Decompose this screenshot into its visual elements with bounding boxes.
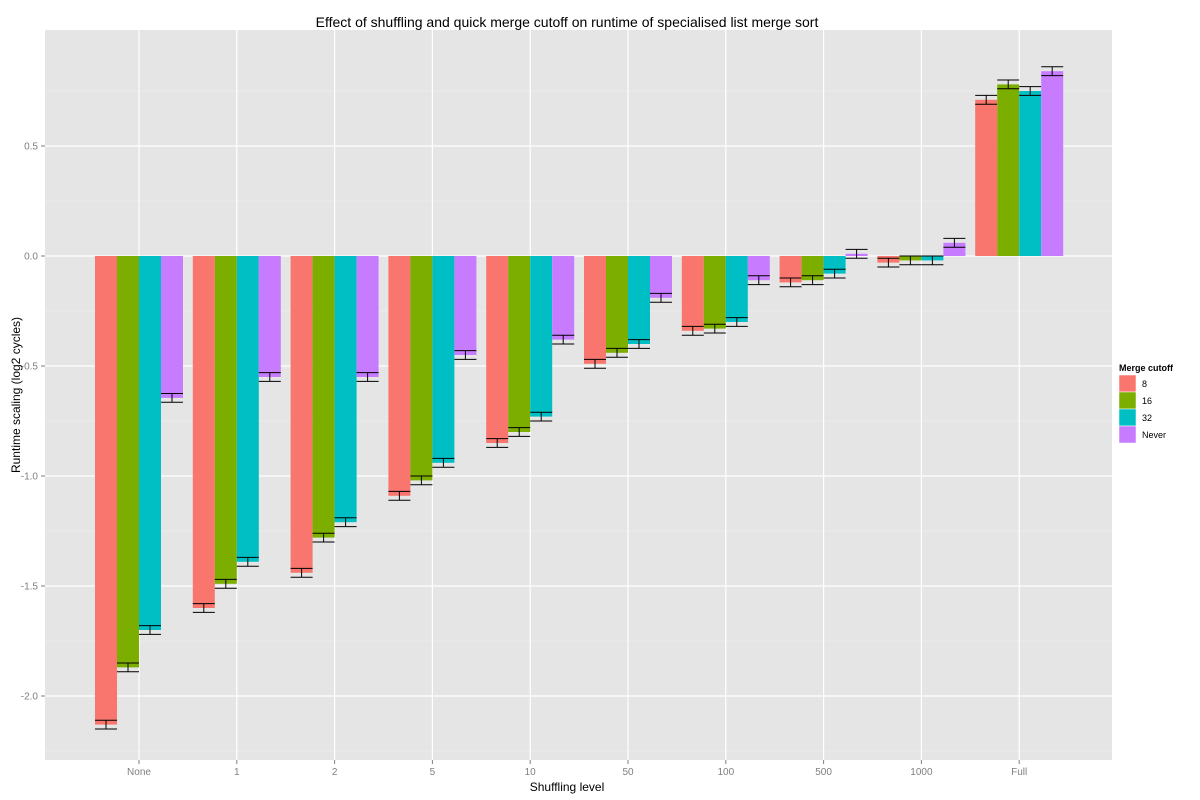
bar-8-5: [388, 256, 411, 496]
bar-8-Full: [975, 99, 998, 256]
bar-8-50: [584, 256, 606, 364]
bar-32-5: [432, 256, 455, 463]
bar-Never-5: [454, 256, 477, 355]
y-tick-label: 0.0: [24, 252, 38, 263]
bar-Never-10: [552, 256, 575, 340]
legend-label: 32: [1142, 413, 1152, 423]
y-tick-label: -1.5: [21, 582, 39, 593]
bar-8-100: [681, 256, 704, 331]
bar-32-100: [725, 256, 748, 322]
x-tick-label: 1000: [910, 767, 933, 778]
legend: Merge cutoff 8 16 32 Never: [1118, 363, 1174, 444]
x-tick-label: Full: [1011, 767, 1027, 778]
y-tick-label: -0.5: [21, 362, 39, 373]
bar-16-Full: [997, 84, 1020, 257]
bar-8-1: [192, 256, 215, 608]
bar-8-None: [95, 256, 117, 725]
x-tick-label: 5: [430, 767, 436, 778]
bar-8-10: [486, 256, 509, 443]
bar-32-Full: [1019, 91, 1042, 256]
bar-32-50: [628, 256, 650, 344]
bar-16-10: [508, 256, 531, 432]
bar-Never-2: [356, 256, 379, 377]
legend-label: Never: [1142, 430, 1166, 440]
bar-Never-1000: [943, 242, 966, 256]
x-tick-label: 50: [622, 767, 634, 778]
x-axis-label: Shuffling level: [530, 780, 605, 794]
chart-title: Effect of shuffling and quick merge cuto…: [316, 14, 819, 30]
y-tick-label: 0.5: [24, 142, 38, 153]
legend-label: 16: [1142, 396, 1152, 406]
bar-16-500: [801, 256, 824, 281]
bar-16-1: [214, 256, 237, 584]
bar-32-2: [334, 256, 357, 523]
x-tick-label: None: [127, 767, 151, 778]
y-axis-label: Runtime scaling (log2 cycles): [9, 317, 23, 473]
bar-Never-100: [747, 256, 770, 281]
x-tick-label: 500: [815, 767, 832, 778]
x-tick-label: 2: [332, 767, 338, 778]
bar-16-None: [117, 256, 139, 668]
bar-16-2: [312, 256, 335, 538]
bar-8-500: [779, 256, 802, 283]
bar-Never-None: [161, 256, 183, 398]
bar-Never-50: [650, 256, 672, 298]
bar-32-1: [236, 256, 259, 562]
legend-swatch-32: [1118, 408, 1137, 427]
x-tick-label: 100: [717, 767, 734, 778]
legend-title: Merge cutoff: [1119, 363, 1174, 373]
bar-16-5: [410, 256, 433, 481]
legend-swatch-16: [1118, 391, 1137, 410]
y-tick-label: -1.0: [21, 472, 39, 483]
legend-label: 8: [1142, 379, 1147, 389]
x-tick-label: 10: [525, 767, 537, 778]
bar-Never-Full: [1041, 71, 1064, 256]
bar-32-10: [530, 256, 553, 417]
bar-16-100: [703, 256, 726, 329]
legend-swatch-8: [1118, 374, 1137, 393]
bar-16-50: [606, 256, 628, 353]
bar-32-None: [139, 256, 161, 630]
x-tick-label: 1: [234, 767, 240, 778]
bar-8-2: [290, 256, 313, 573]
y-tick-label: -2.0: [21, 692, 39, 703]
bar-Never-1: [258, 256, 281, 377]
legend-swatch-Never: [1118, 425, 1137, 444]
